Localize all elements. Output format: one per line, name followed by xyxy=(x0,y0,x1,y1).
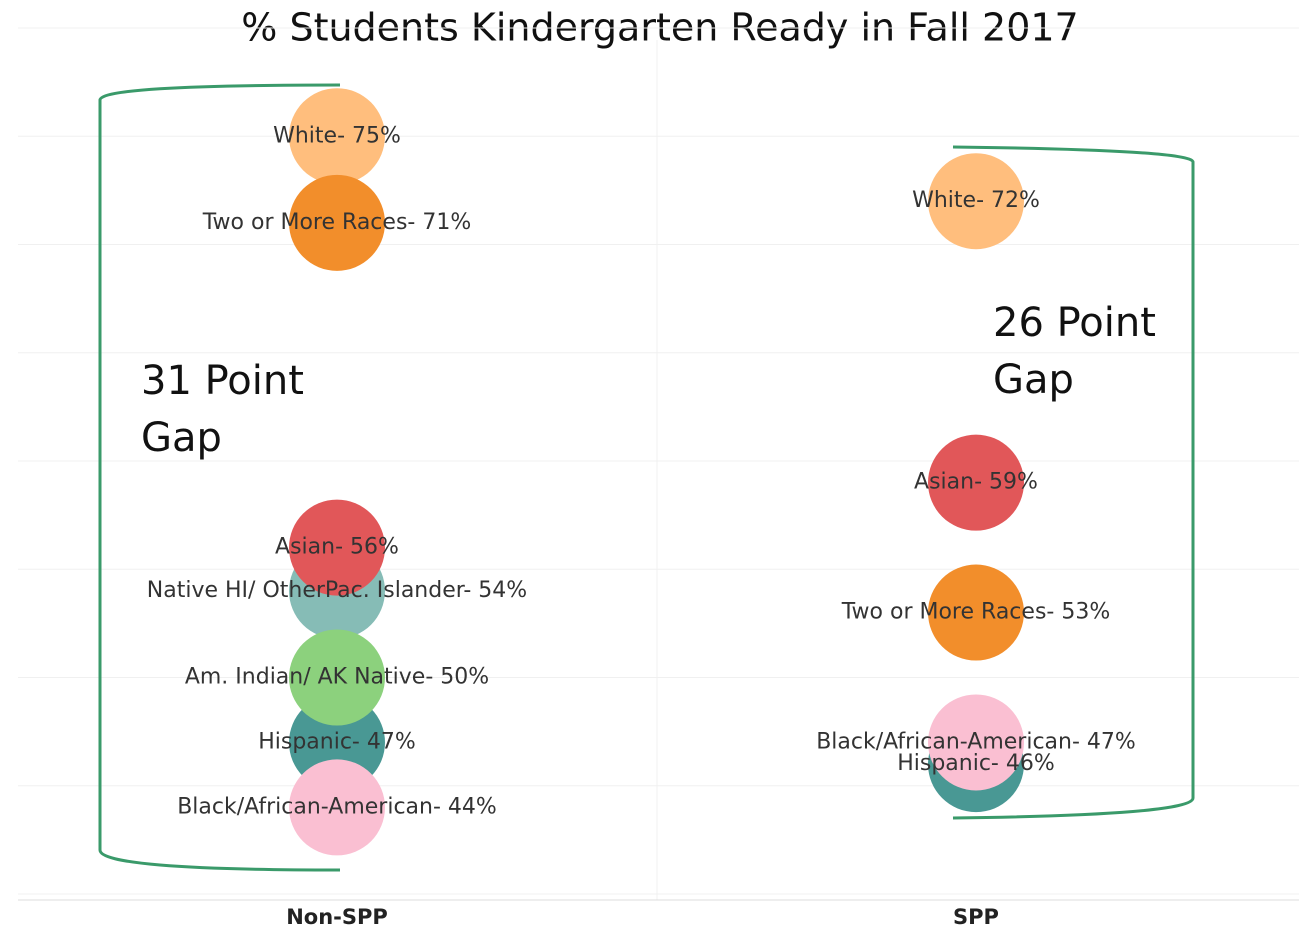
data-label: White- 72% xyxy=(912,188,1040,213)
data-label: Black/African-American- 47% xyxy=(816,729,1136,754)
dot xyxy=(289,88,385,185)
bracket xyxy=(98,83,341,872)
data-label: Black/African-American- 44% xyxy=(177,794,497,819)
dot xyxy=(928,153,1024,250)
data-label: Two or More Races- 71% xyxy=(202,210,471,235)
dot xyxy=(928,564,1024,661)
bracket xyxy=(952,145,1195,820)
annotation: 31 Point xyxy=(141,358,304,404)
dot xyxy=(289,629,385,726)
dot xyxy=(928,694,1024,791)
data-label: Asian- 56% xyxy=(275,535,399,560)
data-label: Am. Indian/ AK Native- 50% xyxy=(185,665,489,690)
data-label: Asian- 59% xyxy=(914,470,1038,495)
annotation: 26 Point xyxy=(993,300,1156,346)
x-tick-label: Non-SPP xyxy=(286,905,388,929)
annotation: Gap xyxy=(141,415,222,461)
dot xyxy=(928,434,1024,531)
data-label: Hispanic- 46% xyxy=(897,751,1055,776)
dot xyxy=(289,499,385,596)
data-label: Hispanic- 47% xyxy=(258,729,416,754)
dot xyxy=(289,174,385,271)
dot xyxy=(289,759,385,856)
annotation: Gap xyxy=(993,357,1074,403)
data-label: Native HI/ OtherPac. Islander- 54% xyxy=(147,578,527,603)
x-tick-label: SPP xyxy=(953,905,999,929)
data-label: Two or More Races- 53% xyxy=(841,600,1110,625)
data-label: White- 75% xyxy=(273,123,401,148)
